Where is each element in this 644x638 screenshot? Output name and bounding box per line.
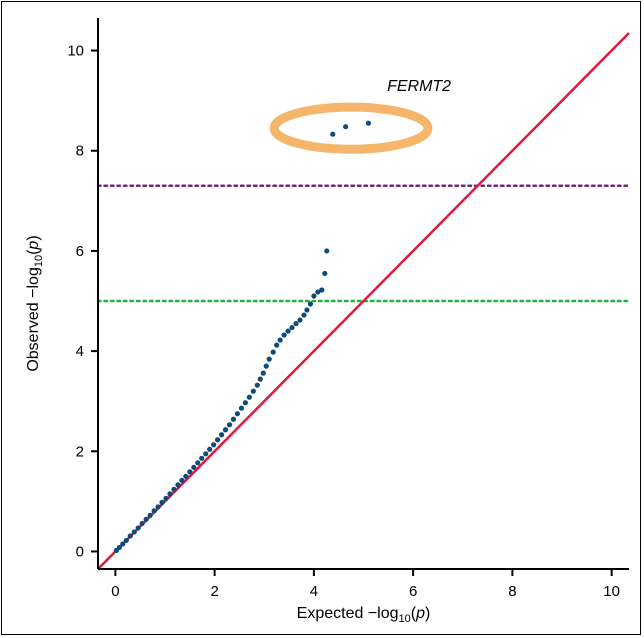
data-point: [324, 248, 329, 253]
data-point: [267, 357, 272, 362]
data-point: [239, 406, 244, 411]
data-point: [124, 538, 129, 543]
gene-label: FERMT2: [387, 78, 451, 95]
data-point: [235, 411, 240, 416]
data-point: [264, 364, 269, 369]
data-point: [366, 121, 371, 126]
data-point: [297, 317, 302, 322]
x-tick-label: 2: [210, 583, 218, 600]
data-point: [231, 417, 236, 422]
data-point: [219, 432, 224, 437]
data-point: [343, 124, 348, 129]
data-point: [191, 465, 196, 470]
x-axis-label: Expected −log10(p): [297, 605, 431, 625]
data-point: [289, 325, 294, 330]
y-tick-label: 2: [76, 443, 84, 460]
data-point: [223, 427, 228, 432]
data-point: [187, 469, 192, 474]
x-tick-label: 8: [508, 583, 516, 600]
data-point: [311, 293, 316, 298]
data-point: [301, 312, 306, 317]
data-point: [304, 307, 309, 312]
data-point: [155, 504, 160, 509]
data-point: [207, 447, 212, 452]
data-point: [148, 513, 153, 518]
y-tick-label: 8: [76, 143, 84, 160]
data-point: [175, 482, 180, 487]
data-point: [293, 321, 298, 326]
data-point: [308, 301, 313, 306]
data-point: [211, 442, 216, 447]
data-point: [195, 460, 200, 465]
data-point: [330, 132, 335, 137]
data-point: [159, 500, 164, 505]
data-point: [140, 521, 145, 526]
x-tick-label: 4: [310, 583, 318, 600]
data-point: [136, 525, 141, 530]
y-axis-label: Observed −log10(p): [25, 235, 45, 371]
data-point: [179, 478, 184, 483]
data-point: [278, 337, 283, 342]
highlight-ellipse: [274, 107, 428, 149]
y-tick-label: 4: [76, 343, 84, 360]
data-point: [128, 533, 133, 538]
data-point: [167, 491, 172, 496]
data-point: [203, 451, 208, 456]
data-point: [163, 496, 168, 501]
data-point: [319, 287, 324, 292]
threshold-lines: [98, 186, 629, 301]
data-point: [132, 529, 137, 534]
y-tick-label: 6: [76, 243, 84, 260]
data-point: [274, 342, 279, 347]
data-point: [281, 332, 286, 337]
data-point: [322, 271, 327, 276]
y-tick-label: 10: [67, 43, 84, 60]
x-tick-label: 10: [603, 583, 620, 600]
data-point: [183, 474, 188, 479]
y-ticks: 0 2 4 6 8 10: [67, 43, 98, 561]
x-tick-label: 6: [409, 583, 417, 600]
data-point: [247, 395, 252, 400]
data-point: [151, 508, 156, 513]
data-point: [255, 383, 260, 388]
x-ticks: 0 2 4 6 8 10: [111, 569, 620, 600]
data-point: [144, 517, 149, 522]
data-point: [215, 437, 220, 442]
data-point: [285, 328, 290, 333]
highlight-group: FERMT2: [274, 78, 451, 149]
data-point: [227, 422, 232, 427]
data-point: [261, 371, 266, 376]
data-point: [258, 377, 263, 382]
data-point: [251, 389, 256, 394]
data-point: [243, 400, 248, 405]
data-point: [271, 350, 276, 355]
data-point: [199, 456, 204, 461]
y-tick-label: 0: [76, 543, 84, 560]
x-tick-label: 0: [111, 583, 119, 600]
data-point: [171, 487, 176, 492]
